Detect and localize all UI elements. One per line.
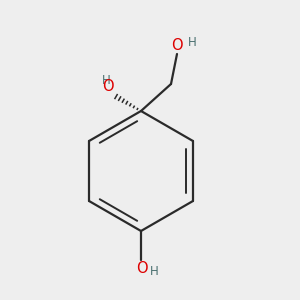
Text: O: O bbox=[136, 261, 147, 276]
Text: H: H bbox=[150, 265, 159, 278]
Text: H: H bbox=[102, 74, 111, 87]
Text: H: H bbox=[188, 36, 196, 49]
Text: O: O bbox=[171, 38, 183, 52]
Text: O: O bbox=[102, 79, 113, 94]
